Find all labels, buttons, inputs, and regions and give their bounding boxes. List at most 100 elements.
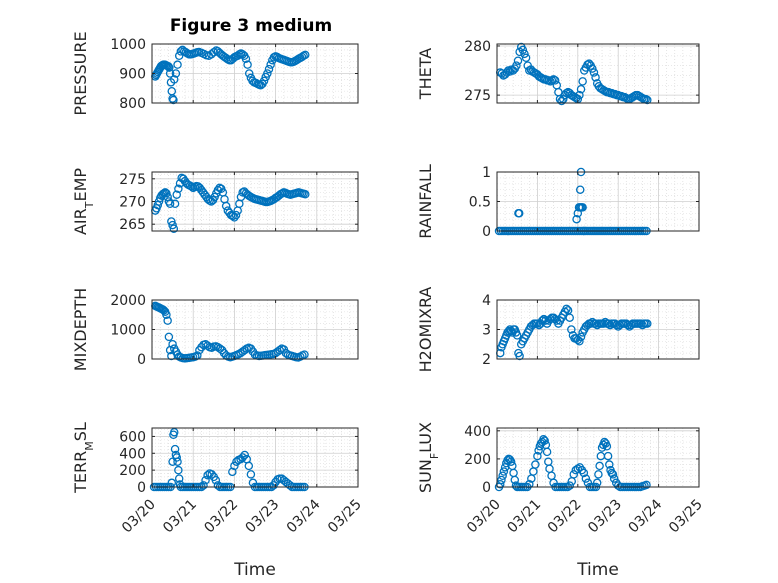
data-point [609, 474, 619, 483]
data-point [232, 457, 241, 466]
data-point [159, 306, 169, 315]
data-point [642, 480, 651, 490]
data-point [588, 64, 597, 73]
data-point [603, 451, 613, 461]
data-point [167, 351, 176, 361]
data-point [240, 345, 249, 355]
data-point [499, 467, 509, 476]
y-axis-label: H2OMIXRA [416, 287, 435, 373]
data-point [565, 313, 574, 322]
data-point [264, 64, 274, 74]
data-point [578, 77, 587, 86]
data-point [171, 69, 181, 78]
data-point [173, 60, 182, 69]
data-point [244, 69, 254, 78]
data-point [542, 447, 552, 457]
data-point [594, 470, 603, 479]
y-tick-label: 275 [119, 172, 146, 188]
data-point [241, 54, 251, 64]
y-tick-label: 265 [119, 217, 146, 233]
y-tick-label: 275 [464, 88, 491, 104]
data-point [575, 185, 585, 194]
data-point [158, 189, 167, 199]
data-point [172, 453, 181, 462]
data-point [579, 468, 589, 478]
data-point [514, 209, 524, 218]
data-point [591, 73, 600, 82]
data-point [168, 339, 177, 349]
data-point [533, 451, 542, 461]
y-tick-label: 3 [482, 323, 491, 339]
y-axis-label: TERRMSL [71, 422, 96, 494]
data-point [578, 203, 587, 212]
y-tick-label: 800 [119, 96, 146, 112]
data-point [169, 95, 178, 105]
subplot-6: 2 3 4 H2OMIXRA [416, 287, 700, 373]
data-point [636, 319, 646, 328]
data-point [164, 332, 174, 342]
data-point [169, 75, 179, 84]
y-tick-label: 0.5 [469, 195, 491, 211]
data-point [167, 478, 177, 488]
data-point [165, 63, 174, 72]
data-point [576, 332, 586, 342]
data-point [231, 210, 241, 220]
data-point [562, 304, 571, 314]
data-point [608, 470, 618, 479]
axes-frame [496, 43, 700, 104]
data-point [172, 190, 181, 199]
data-point [575, 337, 584, 346]
data-point [497, 475, 506, 485]
data-point [572, 214, 581, 224]
x-axis-label: Time [233, 560, 276, 580]
subplot-4: 0 0.5 1 RAINFALL [416, 164, 700, 240]
data-point [518, 45, 528, 55]
data-point [244, 461, 254, 471]
data-point [605, 460, 614, 469]
data-point [643, 319, 652, 328]
data-point [201, 476, 210, 485]
data-point [498, 471, 507, 481]
data-point [221, 201, 231, 211]
data-point [602, 442, 612, 451]
data-point [162, 310, 171, 319]
y-axis-label: PRESSURE [71, 31, 90, 115]
y-axis-label: MIXDEPTH [71, 288, 90, 371]
data-point [540, 436, 549, 445]
data-point [170, 199, 180, 209]
data-point [506, 457, 516, 466]
y-axis-label: THETA [416, 48, 435, 100]
data-point [544, 76, 553, 85]
data-point [604, 319, 613, 328]
y-tick-label: 2 [482, 352, 491, 368]
y-tick-label: 0 [482, 480, 491, 496]
data-point [301, 50, 310, 60]
data-point [513, 56, 523, 65]
data-point [165, 199, 175, 209]
data-point [300, 350, 309, 359]
data-point [246, 470, 256, 479]
data-point [207, 470, 216, 479]
y-tick-label: 2000 [110, 293, 146, 309]
y-tick-label: 4 [482, 293, 491, 309]
y-tick-label: 900 [119, 67, 146, 83]
data-point [213, 481, 223, 490]
axes-frame [496, 427, 700, 488]
data-point [153, 200, 163, 210]
y-tick-label: 200 [119, 463, 146, 479]
y-tick-label: 600 [119, 429, 146, 445]
data-point [203, 341, 212, 350]
data-point [581, 474, 591, 483]
data-point [211, 476, 221, 485]
data-point [259, 76, 269, 86]
y-tick-label: 400 [464, 424, 491, 440]
data-point [595, 461, 604, 471]
y-tick-label: 280 [464, 39, 491, 55]
y-tick-label: 0 [482, 224, 491, 240]
y-tick-label: 1 [482, 165, 491, 181]
figure-title: Figure 3 medium [170, 16, 332, 36]
data-point [165, 69, 175, 78]
y-tick-label: 0 [137, 480, 146, 496]
y-tick-label: 0 [137, 352, 146, 368]
y-axis-label: SUNFLUX [416, 422, 441, 493]
